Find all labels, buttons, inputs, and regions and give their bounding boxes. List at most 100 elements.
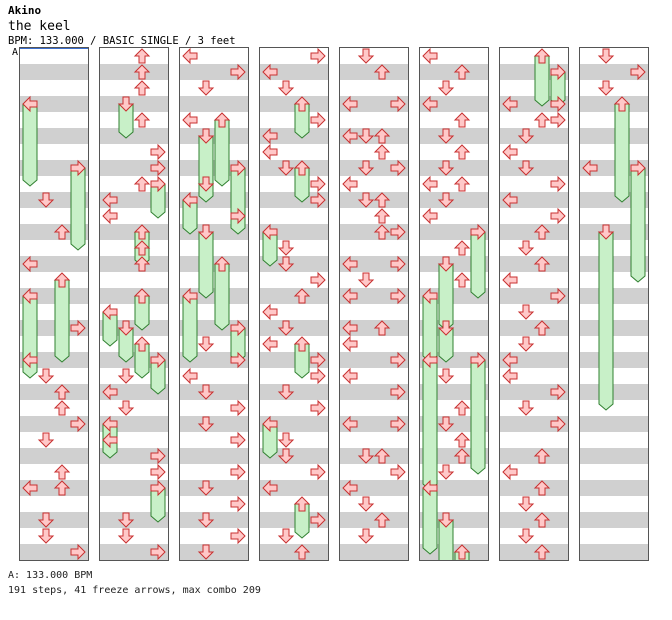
freeze-arrow-up: [213, 112, 231, 187]
arrow-up-icon: [533, 224, 551, 240]
arrow-down-icon: [197, 176, 215, 192]
arrow-up-icon: [453, 400, 471, 416]
beat-stripe: [500, 384, 568, 400]
beat-stripe: [180, 544, 248, 560]
beat-stripe: [420, 192, 488, 208]
beat-stripe: [100, 160, 168, 176]
beat-stripe: [180, 416, 248, 432]
chart-info: BPM: 133.000 / BASIC SINGLE / 3 feet: [8, 35, 236, 47]
beat-stripe: [260, 320, 328, 336]
arrow-left-icon: [22, 479, 38, 497]
beat-stripe: [580, 480, 648, 496]
arrow-up-icon: [373, 320, 391, 336]
chart-column-2: [99, 47, 169, 561]
arrow-down-icon: [437, 416, 455, 432]
beat-stripe: [20, 384, 88, 400]
arrow-up-icon: [373, 64, 391, 80]
freeze-arrow-up: [293, 160, 311, 203]
arrow-up-icon: [133, 64, 151, 80]
arrow-left-icon: [342, 287, 358, 305]
beat-stripe: [260, 384, 328, 400]
arrow-up-icon: [533, 448, 551, 464]
arrow-left-icon: [182, 48, 198, 65]
arrow-left-icon: [502, 143, 518, 161]
arrow-down-icon: [597, 48, 615, 64]
arrow-right-icon: [550, 207, 566, 225]
beat-stripe: [580, 64, 648, 80]
arrow-right-icon: [310, 191, 326, 209]
chart-column-5: [339, 47, 409, 561]
arrow-down-icon: [437, 160, 455, 176]
arrow-up-icon: [373, 224, 391, 240]
arrow-up-icon: [533, 544, 551, 560]
beat-stripe: [580, 320, 648, 336]
arrow-up-icon: [453, 144, 471, 160]
notes-layer: [182, 48, 246, 560]
beat-stripe: [180, 128, 248, 144]
beat-stripe: [420, 160, 488, 176]
freeze-arrow-up: [133, 288, 151, 331]
beat-stripe: [500, 352, 568, 368]
arrow-right-icon: [310, 111, 326, 129]
freeze-arrow-left: [422, 351, 438, 491]
beat-stripe: [260, 480, 328, 496]
arrow-up-icon: [293, 288, 311, 304]
arrow-up-icon: [293, 544, 311, 560]
arrow-right-icon: [310, 511, 326, 529]
arrow-down-icon: [37, 512, 55, 528]
arrow-down-icon: [437, 192, 455, 208]
arrow-right-icon: [150, 143, 166, 161]
freeze-arrow-down: [437, 256, 455, 331]
arrow-left-icon: [582, 159, 598, 177]
arrow-up-icon: [53, 400, 71, 416]
arrow-right-icon: [230, 463, 246, 481]
chart-column-7: [499, 47, 569, 561]
notes-layer: [22, 95, 86, 560]
beat-stripe: [500, 480, 568, 496]
arrow-left-icon: [182, 111, 198, 129]
beat-stripe: [340, 544, 408, 560]
arrow-right-icon: [230, 495, 246, 513]
freeze-arrow-up: [293, 336, 311, 379]
beat-stripe: [260, 512, 328, 528]
arrow-down-icon: [197, 544, 215, 560]
beat-stripe: [100, 128, 168, 144]
beat-stripe: [260, 128, 328, 144]
arrow-right-icon: [390, 463, 406, 481]
arrow-left-icon: [342, 415, 358, 433]
arrow-right-icon: [230, 431, 246, 449]
freeze-arrow-left: [262, 223, 278, 267]
arrow-right-icon: [150, 463, 166, 481]
arrow-left-icon: [502, 367, 518, 385]
arrow-down-icon: [357, 160, 375, 176]
beat-stripe: [20, 480, 88, 496]
beat-stripe: [500, 544, 568, 560]
beat-stripe: [180, 480, 248, 496]
arrow-left-icon: [342, 367, 358, 385]
arrow-down-icon: [597, 80, 615, 96]
arrow-down-icon: [277, 160, 295, 176]
chart-column-1: [19, 47, 89, 561]
arrow-left-icon: [262, 127, 278, 145]
position-line: [20, 48, 88, 49]
beat-stripe: [500, 320, 568, 336]
beat-stripe: [180, 256, 248, 272]
arrow-down-icon: [277, 240, 295, 256]
arrow-up-icon: [373, 144, 391, 160]
arrow-left-icon: [342, 255, 358, 273]
arrow-down-icon: [277, 384, 295, 400]
arrow-right-icon: [390, 95, 406, 113]
arrow-left-icon: [262, 143, 278, 161]
arrow-right-icon: [310, 399, 326, 417]
arrow-right-icon: [70, 415, 86, 433]
arrow-right-icon: [230, 63, 246, 81]
freeze-arrow-left: [102, 303, 118, 347]
arrow-down-icon: [117, 400, 135, 416]
arrow-down-icon: [197, 416, 215, 432]
arrow-left-icon: [102, 191, 118, 209]
arrow-right-icon: [310, 463, 326, 481]
beat-stripe: [580, 416, 648, 432]
arrow-up-icon: [533, 112, 551, 128]
arrow-right-icon: [390, 351, 406, 369]
arrow-down-icon: [357, 272, 375, 288]
